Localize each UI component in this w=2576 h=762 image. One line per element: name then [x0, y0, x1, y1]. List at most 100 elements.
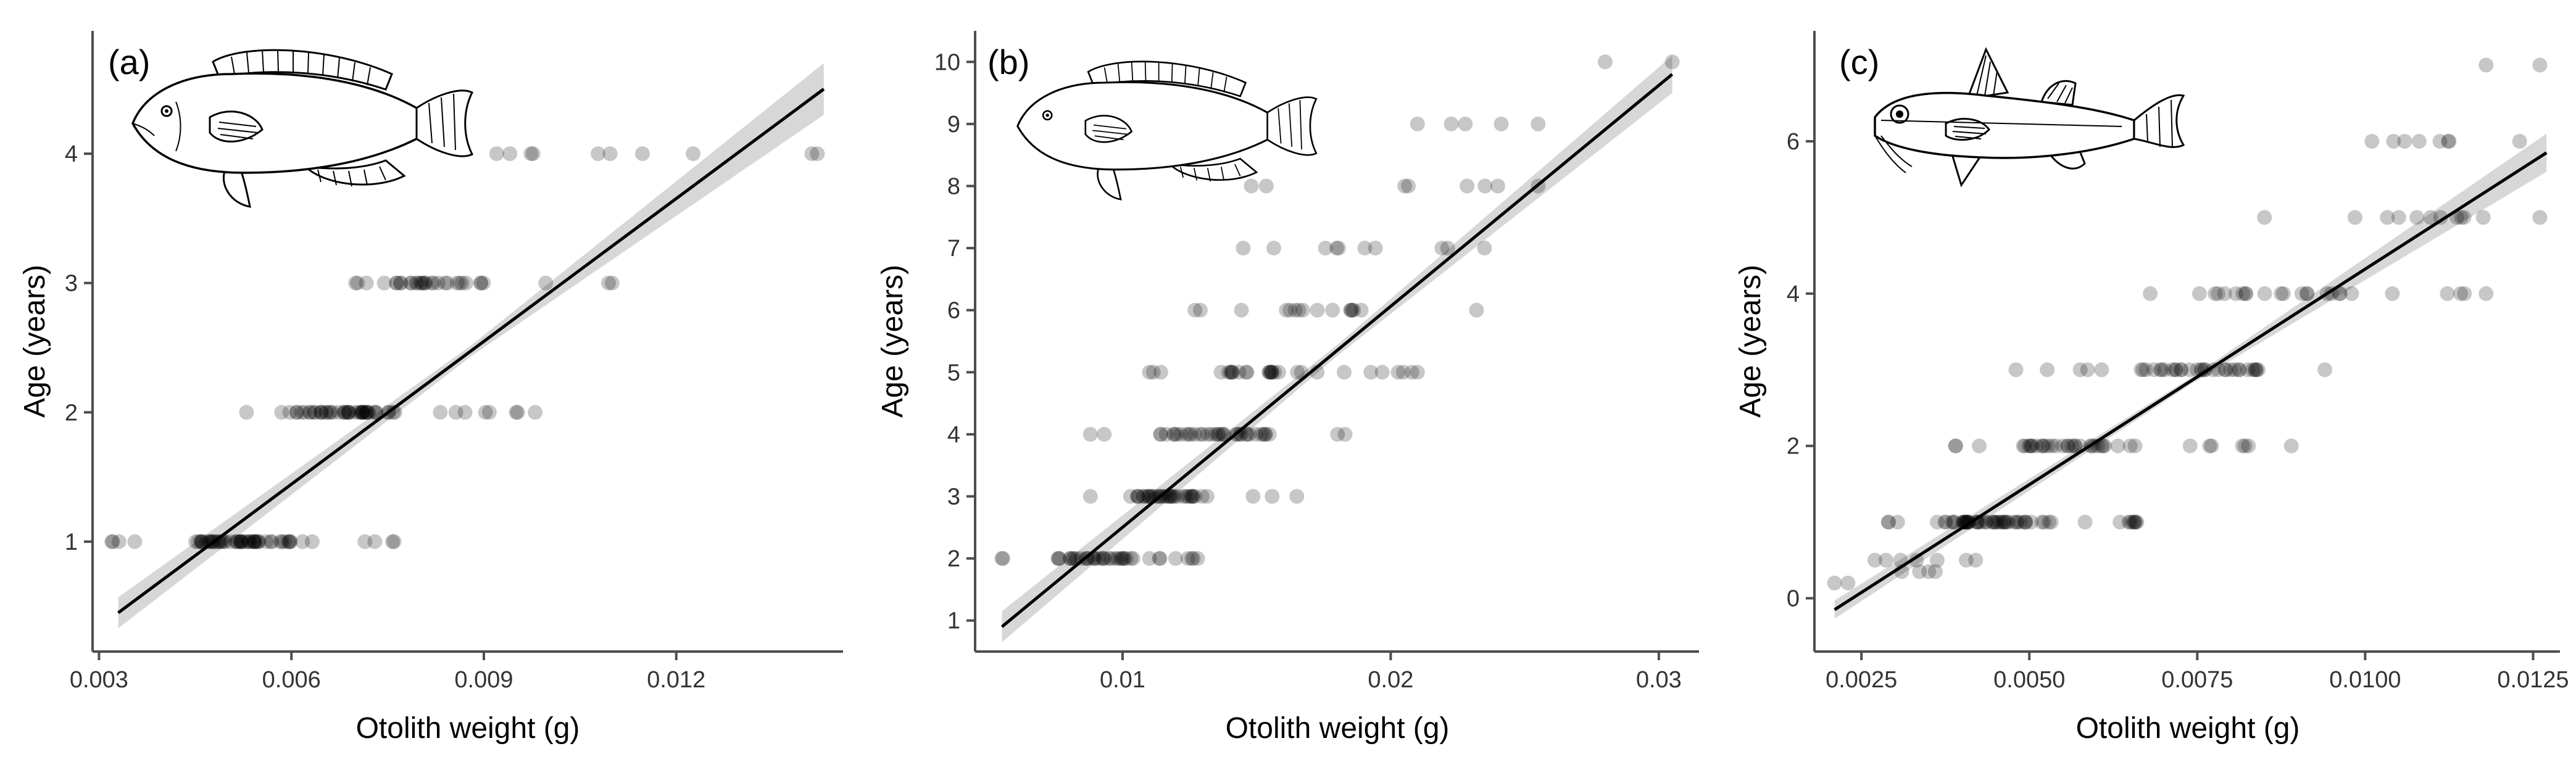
panel-b-y-tick-label: 1 [947, 608, 960, 634]
panel-b-point [1082, 489, 1098, 504]
panel-b-label: (b) [987, 43, 1029, 81]
panel-b-point [994, 551, 1010, 566]
panel-c-point [1989, 515, 2005, 530]
panel-b-point [1331, 241, 1346, 256]
panel-c-point [2409, 210, 2425, 225]
panel-c-point [1968, 552, 1984, 568]
panel-a-point [281, 534, 297, 549]
panel-c-point [2134, 362, 2149, 378]
panel-b-point [1181, 426, 1197, 442]
panel-b-point [1264, 365, 1279, 380]
panel-b-point [1210, 426, 1226, 442]
panel-b-point [1231, 365, 1247, 380]
panel-c-point [2344, 286, 2359, 301]
panel-b-point [1142, 551, 1157, 566]
panel-a-point [355, 405, 370, 420]
panel-b-point [1141, 489, 1157, 504]
panel-b-point [1258, 178, 1274, 194]
panel-c-point [2411, 134, 2427, 149]
panel-c-point [2128, 515, 2143, 530]
panel-b-point [1444, 116, 1459, 131]
panel-a-point [282, 405, 297, 420]
panel-b-point [1248, 426, 1263, 442]
panel-b-point [1239, 365, 1254, 380]
panel-c-point [2037, 515, 2052, 530]
panel-c-point [2095, 438, 2111, 453]
panel-b-point [1291, 302, 1307, 318]
panel-b-point [1063, 551, 1078, 566]
panel-b-point [1208, 426, 1223, 442]
panel-a-point [228, 534, 244, 549]
panel-b-x-tick-label: 0.01 [1100, 667, 1145, 693]
panel-a-point [454, 275, 470, 291]
panel-a-point [313, 405, 328, 420]
panel-c-point [2017, 438, 2032, 453]
panel-b-point [1223, 365, 1238, 380]
panel-b-y-tick-label: 4 [947, 422, 960, 448]
panel-b-point [1187, 426, 1203, 442]
panel-c-confidence-band [1834, 133, 2547, 619]
panel-b-point [1353, 302, 1369, 318]
panel-c-point [1946, 515, 1961, 530]
panel-a-point [481, 405, 497, 420]
panel-a-point [361, 405, 376, 420]
panel-c-point [2121, 515, 2137, 530]
panel-a-point [604, 275, 620, 291]
panel-a-point [367, 405, 382, 420]
panel-b-point [1345, 302, 1360, 318]
panel-a-label: (a) [108, 43, 150, 81]
panel-c-point [2217, 362, 2233, 378]
panel-a-point [417, 275, 433, 291]
panel-c-point [2143, 286, 2158, 301]
panel-a-point [457, 405, 473, 420]
panel-a-point [243, 534, 257, 549]
panel-c-point [2453, 210, 2469, 225]
panel-c-point [1972, 438, 1987, 453]
panel-b-point [1183, 426, 1199, 442]
panel-a-x-tick-label: 0.006 [262, 667, 321, 693]
panel-b-point [1178, 489, 1194, 504]
panel-a-point [234, 534, 249, 549]
panel-a-point [426, 275, 441, 291]
panel-c-point [2433, 210, 2448, 225]
panel-c-point [1992, 515, 2007, 530]
panel-c-point [2055, 438, 2071, 453]
panel-b-point [1337, 426, 1353, 442]
panel-a-point [104, 534, 120, 549]
panel-a-point [194, 534, 209, 549]
panel-b-point [1153, 426, 1168, 442]
panel-b-point [1113, 551, 1128, 566]
panel-a-point [211, 534, 226, 549]
panel-b-point [1279, 302, 1294, 318]
panel-c-point [2441, 134, 2457, 149]
panel-c-point [2064, 438, 2080, 453]
panel-c-point [1944, 515, 1959, 530]
panel-b-point [1185, 489, 1200, 504]
panel-a-point [393, 275, 409, 291]
panel-b-point [1664, 54, 1680, 70]
panel-a-point [439, 275, 455, 291]
panel-b-point [1110, 551, 1126, 566]
panel-a: 0.003 0.006 0.009 0.012 1 2 3 4 (a) Otolith wei… [19, 31, 843, 745]
panel-a-point [282, 534, 297, 549]
panel-b-point [1166, 489, 1182, 504]
panel-c-point [2122, 438, 2138, 453]
panel-a-point [476, 275, 491, 291]
panel-a-x-tick-label: 0.003 [70, 667, 128, 693]
panel-b-point [1170, 489, 1186, 504]
panel-b-point [1325, 302, 1340, 318]
panel-c: 0.0025 0.0050 0.0075 0.0100 0.0125 0 2 4 6 (c) O… [1734, 31, 2569, 745]
panel-c-point [2274, 286, 2289, 301]
panel-a-point [314, 405, 329, 420]
panel-a-point [350, 275, 365, 291]
panel-b-x-tick-label: 0.02 [1368, 667, 1413, 693]
panel-c-y-tick-label: 0 [1787, 586, 1800, 612]
panel-c-point [2157, 362, 2172, 378]
panel-a-point [239, 405, 254, 420]
panel-a-point [264, 534, 280, 549]
panel-a-point [424, 275, 439, 291]
panel-a-point [233, 534, 248, 549]
panel-b-point [1225, 365, 1240, 380]
panel-c-point [2227, 362, 2242, 378]
panel-a-points-layer [104, 146, 825, 549]
